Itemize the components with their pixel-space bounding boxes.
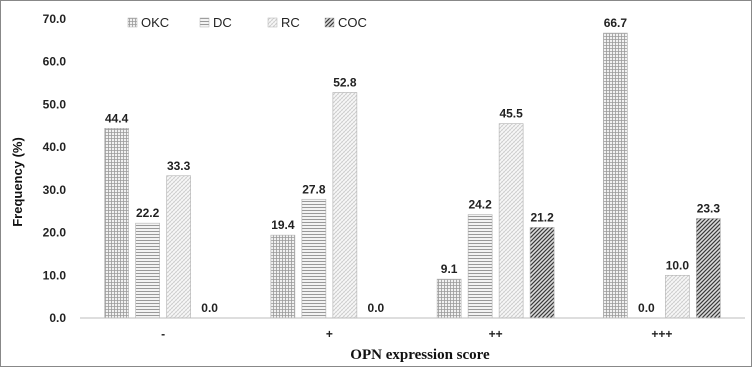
data-label: 0.0 [368, 301, 385, 315]
legend-label-rc: RC [281, 15, 300, 30]
y-tick-label: 50.0 [43, 97, 67, 111]
y-tick-label: 60.0 [43, 55, 67, 69]
data-label: 23.3 [697, 201, 721, 215]
y-tick-label: 40.0 [43, 140, 67, 154]
data-label: 10.0 [666, 258, 690, 272]
y-axis: 0.0 10.0 20.0 30.0 40.0 50.0 60.0 70.0 [43, 12, 67, 325]
data-label: 24.2 [468, 198, 492, 212]
y-tick-label: 30.0 [43, 183, 67, 197]
bar-okc [436, 278, 462, 319]
y-tick-label: 20.0 [43, 226, 67, 240]
data-label: 52.8 [333, 75, 357, 89]
bar-dc [135, 222, 160, 319]
legend: OKC DC RC COC [127, 15, 367, 30]
y-tick-label: 0.0 [49, 311, 66, 325]
x-axis-label: OPN expression score [350, 347, 490, 363]
legend-label-coc: COC [338, 15, 367, 30]
x-tick-label: +++ [651, 327, 672, 341]
bar-coc [529, 227, 555, 319]
bar-rc [166, 175, 191, 319]
legend-label-dc: DC [213, 15, 232, 30]
bar-rc [332, 92, 358, 319]
legend-swatch-dc [199, 17, 210, 28]
x-tick-label: - [161, 327, 165, 341]
bar-rc [498, 123, 524, 319]
bar-okc [603, 32, 628, 319]
data-label: 66.7 [604, 16, 628, 30]
y-axis-label: Frequency (%) [10, 137, 25, 227]
bar-dc [467, 214, 493, 319]
y-tick-label: 10.0 [43, 268, 67, 282]
y-tick-label: 70.0 [43, 12, 67, 26]
legend-swatch-rc [267, 17, 278, 28]
data-label: 9.1 [441, 262, 458, 276]
bar-coc [696, 218, 721, 319]
data-label: 44.4 [105, 111, 129, 125]
x-axis: - + ++ +++ [80, 317, 745, 341]
bar-okc [104, 128, 129, 319]
data-label: 21.2 [530, 210, 554, 224]
data-label: 33.3 [167, 159, 191, 173]
bars: 44.4 22.2 33.3 0.0 19.4 27.8 52.8 0.0 9.1 24.2 45.… [104, 16, 721, 319]
legend-label-okc: OKC [141, 15, 169, 30]
data-label: 19.4 [271, 218, 295, 232]
data-label: 27.8 [302, 182, 326, 196]
x-tick-label: + [326, 327, 333, 341]
bar-okc [270, 234, 296, 319]
data-label: 22.2 [136, 206, 160, 220]
data-label: 0.0 [201, 301, 218, 315]
x-tick-label: ++ [489, 327, 503, 341]
data-label: 0.0 [638, 301, 655, 315]
legend-swatch-okc [127, 17, 138, 28]
bar-dc [301, 198, 327, 319]
data-label: 45.5 [499, 107, 523, 121]
legend-swatch-coc [324, 17, 335, 28]
bar-rc [665, 274, 690, 319]
